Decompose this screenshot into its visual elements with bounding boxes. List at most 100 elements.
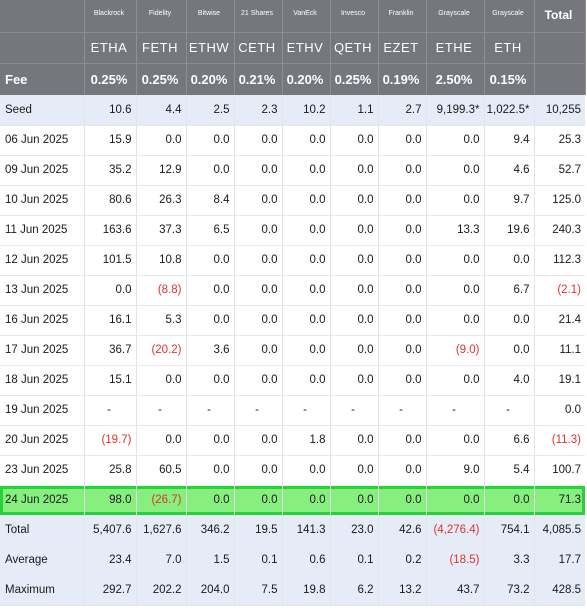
flow-cell: 0.0	[234, 215, 283, 246]
row-label: 18 Jun 2025	[0, 365, 85, 396]
flow-cell: 0.0	[330, 185, 379, 216]
flow-cell: 0.0	[234, 365, 283, 396]
fee-row: Fee 0.25% 0.25% 0.20% 0.21% 0.20% 0.25% …	[0, 63, 586, 95]
issuer-name: 21 Shares	[234, 0, 283, 33]
flow-cell: 0.0	[378, 425, 427, 456]
flow-cell: 0.0	[484, 485, 535, 516]
flow-cell: 0.0	[234, 275, 283, 306]
row-label: Average	[0, 545, 85, 576]
total-cell: 11.1	[534, 335, 585, 366]
flow-cell: 13.3	[426, 215, 485, 246]
flow-cell: 6.5	[186, 215, 235, 246]
flow-cell: 2.5	[186, 95, 235, 126]
summary-row: Average 23.4 7.0 1.5 0.1 0.6 0.1 0.2 (18.5) 3.3 17…	[0, 545, 585, 576]
flow-cell: 5.3	[136, 305, 187, 336]
row-label: Seed	[0, 95, 85, 126]
flow-cell: 73.2	[484, 575, 535, 606]
flow-cell: 0.0	[84, 275, 137, 306]
flow-cell: 0.0	[234, 455, 283, 486]
issuer-name: Blackrock	[84, 0, 137, 33]
flow-cell: 141.3	[282, 515, 331, 546]
flow-cell: (18.5)	[426, 545, 485, 576]
total-cell: 100.7	[534, 455, 585, 486]
fee-value: 0.20%	[186, 63, 235, 95]
flow-cell: 6.6	[484, 425, 535, 456]
flow-cell: 0.0	[234, 425, 283, 456]
ticker: ETHW	[186, 32, 235, 64]
row-label: 12 Jun 2025	[0, 245, 85, 276]
flow-cell: (8.8)	[136, 275, 187, 306]
flow-cell: 23.4	[84, 545, 137, 576]
fee-value: 0.25%	[330, 63, 379, 95]
flow-cell: 0.0	[330, 425, 379, 456]
table-row: 06 Jun 2025 15.9 0.0 0.0 0.0 0.0 0.0 0.0 0.0 9.4 2…	[0, 125, 585, 156]
total-cell: 17.7	[534, 545, 585, 576]
flow-cell: -	[484, 395, 535, 426]
flow-cell: 0.0	[136, 125, 187, 156]
flow-cell: 9.7	[484, 185, 535, 216]
flow-cell: 36.7	[84, 335, 137, 366]
row-label: 13 Jun 2025	[0, 275, 85, 306]
fee-value: 0.20%	[282, 63, 331, 95]
table-row: 17 Jun 2025 36.7 (20.2) 3.6 0.0 0.0 0.0 0.0 (9.0…	[0, 335, 585, 366]
flow-cell: 0.0	[282, 275, 331, 306]
flow-cell: -	[186, 395, 235, 426]
flow-cell: 0.0	[378, 335, 427, 366]
flow-cell: 15.1	[84, 365, 137, 396]
flow-cell: 9.4	[484, 125, 535, 156]
flow-cell: 0.0	[378, 485, 427, 516]
total-column-header: Total	[534, 0, 586, 33]
flow-cell: 15.9	[84, 125, 137, 156]
fee-value: 0.15%	[484, 63, 535, 95]
table-row: 23 Jun 2025 25.8 60.5 0.0 0.0 0.0 0.0 0.0 9.0 5.4…	[0, 455, 585, 486]
total-cell: 52.7	[534, 155, 585, 186]
flow-cell: 9.0	[426, 455, 485, 486]
table-row: 12 Jun 2025 101.5 10.8 0.0 0.0 0.0 0.0 0.0 0.0 0.…	[0, 245, 585, 276]
flow-cell: 0.0	[330, 215, 379, 246]
flow-cell: 0.0	[426, 305, 485, 336]
row-label: 16 Jun 2025	[0, 305, 85, 336]
total-cell: (2.1)	[534, 275, 585, 306]
flow-cell: 0.0	[426, 245, 485, 276]
flow-cell: 0.0	[234, 155, 283, 186]
flow-cell: 0.0	[330, 455, 379, 486]
issuer-name: Franklin	[378, 0, 427, 33]
flow-cell: -	[378, 395, 427, 426]
flow-cell: 0.0	[378, 365, 427, 396]
fee-value: 2.50%	[426, 63, 485, 95]
flow-cell: 0.0	[186, 425, 235, 456]
flow-cell: 0.0	[330, 125, 379, 156]
flow-cell: 204.0	[186, 575, 235, 606]
flow-cell: 0.0	[378, 305, 427, 336]
total-cell: 71.3	[534, 485, 585, 516]
flow-cell: 0.0	[136, 365, 187, 396]
flow-cell: 0.0	[426, 155, 485, 186]
flow-cell: 2.3	[234, 95, 283, 126]
flow-cell: 0.0	[426, 425, 485, 456]
flow-cell: 19.6	[484, 215, 535, 246]
flow-cell: 0.0	[378, 155, 427, 186]
table-row: 19 Jun 2025- - - - - - - - -0.0	[0, 395, 585, 426]
flow-cell: 346.2	[186, 515, 235, 546]
issuer-name: Bitwise	[186, 0, 235, 33]
flow-cell: -	[426, 395, 485, 426]
total-cell: 125.0	[534, 185, 585, 216]
flow-cell: 0.0	[234, 485, 283, 516]
flow-cell: 0.0	[282, 305, 331, 336]
total-cell: (11.3)	[534, 425, 585, 456]
row-label: 11 Jun 2025	[0, 215, 85, 246]
flow-cell: 0.0	[330, 335, 379, 366]
row-label: 10 Jun 2025	[0, 185, 85, 216]
flow-cell: (19.7)	[84, 425, 137, 456]
flow-cell: -	[234, 395, 283, 426]
flow-cell: (9.0)	[426, 335, 485, 366]
flow-cell: 0.0	[234, 245, 283, 276]
flow-cell: 4.6	[484, 155, 535, 186]
flow-cell: 163.6	[84, 215, 137, 246]
fee-value: 0.21%	[234, 63, 283, 95]
flow-cell: 0.0	[426, 365, 485, 396]
flow-cell: 0.0	[234, 335, 283, 366]
highlighted-row: 24 Jun 2025 98.0 (26.7) 0.0 0.0 0.0 0.0 0.0 0.0 0…	[0, 485, 585, 516]
flow-cell: 0.0	[186, 245, 235, 276]
